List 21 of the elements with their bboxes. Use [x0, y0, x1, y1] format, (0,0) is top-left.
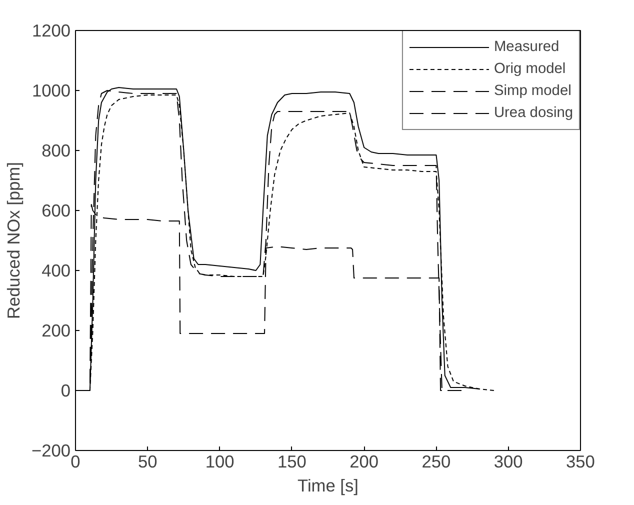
- x-tick-label: 250: [422, 452, 451, 472]
- y-tick-label: 200: [42, 320, 71, 340]
- y-tick-label: 400: [42, 260, 71, 280]
- y-tick-label: 1000: [32, 80, 71, 100]
- y-tick-label: 600: [42, 200, 71, 220]
- y-tick-label: −200: [31, 440, 70, 460]
- x-tick-label: 50: [138, 452, 158, 472]
- x-tick-label: 300: [494, 452, 523, 472]
- y-tick-label: 0: [60, 380, 71, 400]
- y-axis-title: Reduced NOx [ppm]: [3, 162, 24, 319]
- x-tick-label: 350: [566, 452, 595, 472]
- text: Measured: [494, 39, 560, 55]
- y-tick-label: 800: [42, 140, 71, 160]
- text: Simp model: [494, 83, 572, 99]
- x-tick-label: 150: [277, 452, 306, 472]
- x-axis-title: Time [s]: [298, 476, 358, 496]
- x-tick-label: 200: [350, 452, 379, 472]
- text: Orig model: [494, 61, 566, 77]
- x-tick-label: 100: [205, 452, 234, 472]
- text: Urea dosing: [494, 105, 573, 121]
- y-tick-label: 1200: [32, 20, 71, 40]
